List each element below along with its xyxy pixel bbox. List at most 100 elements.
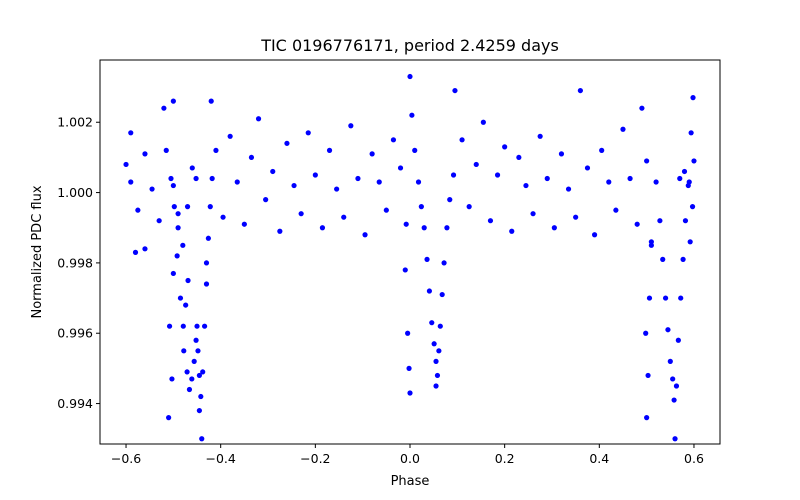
data-point xyxy=(591,232,598,238)
data-point xyxy=(415,179,422,185)
data-point xyxy=(200,369,206,375)
data-point xyxy=(170,98,176,104)
data-point xyxy=(627,175,633,182)
data-point xyxy=(193,337,199,343)
x-tick-label: 0.0 xyxy=(400,451,420,466)
data-point xyxy=(431,341,437,347)
data-point xyxy=(426,288,433,294)
chart-title: TIC 0196776171, period 2.4259 days xyxy=(260,36,559,55)
data-point xyxy=(687,239,693,245)
data-point xyxy=(646,295,653,301)
data-point xyxy=(341,214,347,220)
data-point xyxy=(643,330,649,336)
data-point xyxy=(516,154,522,161)
data-point xyxy=(444,225,450,231)
data-point xyxy=(195,348,201,354)
data-point xyxy=(691,158,697,164)
data-point xyxy=(209,175,215,182)
x-tick-label: −0.6 xyxy=(111,451,141,466)
data-point xyxy=(166,323,173,329)
data-point xyxy=(205,235,211,241)
data-point xyxy=(312,172,318,178)
data-point xyxy=(447,197,453,203)
x-tick-label: 0.6 xyxy=(684,451,704,466)
data-point xyxy=(653,179,659,185)
data-point xyxy=(198,393,204,400)
data-point xyxy=(409,112,415,118)
x-tick-label: 0.4 xyxy=(589,451,609,466)
data-point xyxy=(682,218,689,224)
data-point xyxy=(191,358,197,364)
data-point xyxy=(203,281,210,287)
data-point xyxy=(174,253,180,259)
data-point xyxy=(390,137,397,143)
data-point xyxy=(433,383,439,389)
data-point xyxy=(175,225,181,231)
data-point xyxy=(480,119,486,125)
y-tick-label: 1.000 xyxy=(57,185,93,200)
data-point xyxy=(189,376,195,382)
data-point xyxy=(168,175,174,182)
data-point xyxy=(509,228,515,234)
data-point xyxy=(675,337,681,343)
data-point xyxy=(584,165,591,171)
data-point xyxy=(201,323,208,329)
data-point xyxy=(170,182,176,189)
data-point xyxy=(403,221,409,227)
data-point xyxy=(169,376,175,382)
data-point xyxy=(407,73,413,80)
data-point xyxy=(298,211,304,217)
data-point xyxy=(175,211,181,217)
data-point xyxy=(207,204,213,210)
data-point xyxy=(128,130,134,136)
data-point xyxy=(263,197,269,203)
data-point xyxy=(406,365,412,371)
data-point xyxy=(183,302,189,308)
data-point xyxy=(186,386,193,393)
data-point xyxy=(208,98,214,104)
data-point xyxy=(437,323,443,329)
data-point xyxy=(284,140,290,146)
y-axis: 0.994 0.996 0.998 1.000 1.002 xyxy=(57,115,100,411)
data-point xyxy=(177,295,184,301)
data-point xyxy=(248,154,255,161)
data-point xyxy=(156,218,162,224)
data-point xyxy=(681,168,688,175)
data-point xyxy=(452,87,458,94)
data-point xyxy=(193,175,199,182)
data-point xyxy=(686,179,692,185)
data-point xyxy=(123,161,129,168)
data-point xyxy=(189,165,195,171)
data-point xyxy=(199,436,205,442)
data-point xyxy=(135,207,141,213)
x-axis-label: Phase xyxy=(391,474,430,489)
data-point xyxy=(227,133,233,139)
data-point xyxy=(170,270,176,277)
data-point xyxy=(161,105,167,111)
data-point xyxy=(644,415,650,421)
data-point xyxy=(270,168,276,175)
data-point xyxy=(657,218,663,224)
data-point xyxy=(149,186,155,192)
data-point xyxy=(502,144,508,150)
data-point xyxy=(402,267,408,273)
data-point xyxy=(369,151,375,157)
y-tick-label: 1.002 xyxy=(57,115,93,130)
x-tick-label: −0.2 xyxy=(300,451,330,466)
data-point xyxy=(405,330,411,336)
data-point xyxy=(194,323,200,329)
data-point xyxy=(407,390,413,396)
data-point xyxy=(677,175,683,182)
data-point xyxy=(665,327,671,333)
data-point xyxy=(434,372,441,379)
data-point xyxy=(690,95,696,101)
data-point xyxy=(132,249,139,255)
data-point xyxy=(255,116,262,122)
data-point xyxy=(181,348,187,354)
y-tick-label: 0.996 xyxy=(57,326,93,341)
data-point xyxy=(376,179,382,185)
data-point xyxy=(673,383,680,389)
data-point xyxy=(662,295,669,301)
data-point xyxy=(241,221,247,227)
data-point xyxy=(142,151,148,157)
